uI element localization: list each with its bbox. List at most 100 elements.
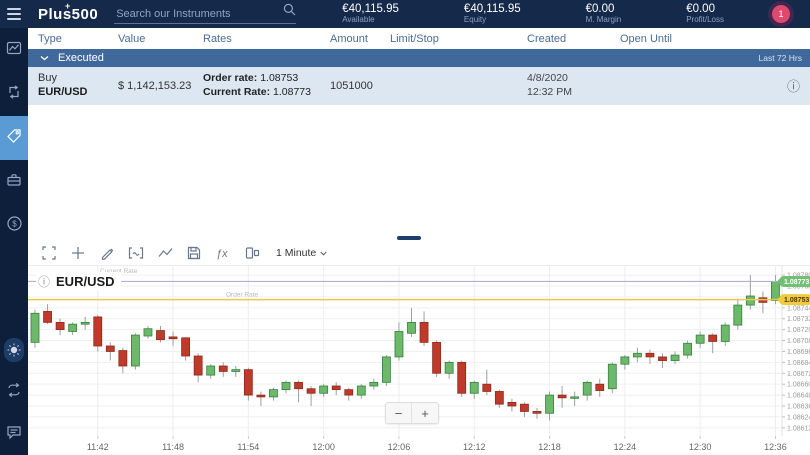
notification-badge[interactable]: 1 [772,5,790,23]
interval-dropdown[interactable]: 1 Minute [276,247,327,259]
fx-icon[interactable]: ƒx [214,244,232,262]
candle-body [256,394,266,398]
sidebar-item-trade[interactable] [0,28,28,72]
y-axis-label: 1.08732 [787,316,810,323]
order-value-cell: $ 1,142,153.23 [118,79,192,92]
chart-type-icon[interactable] [127,244,145,262]
order-row[interactable]: Buy EUR/USD $ 1,142,153.23 Order rate: 1… [28,67,810,105]
group-range-label: Last 72 Hrs [758,53,802,63]
candle-body [331,385,341,391]
compare-icon[interactable] [243,244,261,262]
x-axis-label: 12:12 [463,442,486,452]
chart-symbol-title: ⓘ EUR/USD [36,272,121,291]
x-axis-label: 11:54 [237,442,259,452]
search-input[interactable] [114,6,297,24]
candle-body [582,381,592,396]
zoom-in-button[interactable]: + [412,403,438,423]
y-axis-label: 1.08612 [787,425,810,432]
sidebar-item-theme[interactable] [0,329,28,371]
order-price-badge [777,294,782,306]
topbar: Plus500 + €40,115.95 Available €40,115.9… [0,0,810,28]
x-axis-label: 12:30 [689,442,712,452]
candle-body [181,337,191,357]
search-icon [283,3,296,21]
candle-body [294,381,303,390]
y-axis-label: 1.08720 [787,327,810,334]
current-rate-label: Current Rate [100,268,138,275]
account-stats: €40,115.95 Available €40,115.95 Equity €… [296,3,772,25]
save-icon[interactable] [185,244,203,262]
candle-body [93,316,103,347]
candle-body [771,281,780,301]
y-axis-label: 1.08636 [787,404,810,411]
x-axis-label: 12:24 [614,442,637,452]
candle-body [545,394,554,414]
candle-body [720,324,730,342]
sidebar-item-portfolio[interactable] [0,160,28,204]
candle-body [494,391,504,405]
candle-body [419,321,429,343]
info-icon[interactable]: ⓘ [38,275,51,289]
chat-icon [6,424,22,445]
sun-icon [4,338,24,362]
crosshair-icon[interactable] [69,244,87,262]
instrument-search [114,3,297,24]
candle-body [520,403,529,412]
svg-text:ƒx: ƒx [216,248,228,260]
candle-body [369,381,379,387]
expand-icon[interactable] [40,244,58,262]
executed-group-bar[interactable]: Executed Last 72 Hrs [28,49,810,67]
x-axis-label: 11:48 [162,442,184,452]
price-chart[interactable]: ⓘ EUR/USD 1.087801.087681.087561.087441.… [28,266,810,455]
candle-body [670,354,680,361]
current-price-badge-value: 1.08773 [784,279,809,286]
orders-panel: Type Value Rates Amount Limit/Stop Creat… [28,28,810,105]
group-label: Executed [58,52,104,64]
col-limit-stop: Limit/Stop [390,32,439,45]
order-rate-label: Order Rate [226,292,259,299]
candle-body [507,401,517,407]
info-icon[interactable]: ⓘ [786,79,800,95]
menu-icon[interactable] [0,0,28,28]
y-axis-label: 1.08684 [787,360,810,367]
col-rates: Rates [203,32,232,45]
sidebar-item-switch[interactable] [0,371,28,413]
pencil-icon[interactable] [98,244,116,262]
sidebar: $ [0,28,28,455]
order-created-cell: 4/8/2020 12:32 PM [527,72,572,98]
candle-body [407,321,416,334]
sidebar-item-funds[interactable]: $ [0,204,28,248]
y-axis-label: 1.08696 [787,349,810,356]
candle-body [695,334,705,344]
chevron-down-icon [40,52,49,64]
logo-plus-mark: + [65,0,71,11]
sidebar-item-positions[interactable] [0,72,28,116]
candle-body [30,312,40,343]
orders-table-header: Type Value Rates Amount Limit/Stop Creat… [28,28,810,49]
x-axis-label: 11:42 [87,442,109,452]
indicator-line-icon[interactable] [156,244,174,262]
y-axis-label: 1.08744 [787,305,810,312]
candle-body [381,356,391,383]
candle-body [432,341,442,374]
sidebar-item-orders[interactable] [0,116,28,160]
candle-body [118,350,128,367]
candlestick-chart[interactable]: 1.087801.087681.087561.087441.087321.087… [28,266,810,455]
chart-zoom-control: − + [385,402,439,424]
order-rates-cell: Order rate: 1.08753 Current Rate: 1.0877… [203,72,311,98]
chevron-down-icon [320,247,327,259]
panel-resize-handle[interactable] [397,236,421,240]
y-axis-label: 1.08648 [787,393,810,400]
stat-available: €40,115.95 Available [342,2,399,25]
candle-body [482,383,492,392]
y-axis-label: 1.08768 [787,284,810,291]
order-price-badge [782,294,810,306]
candle-body [557,394,567,399]
chart-toolbar: ƒx 1 Minute [28,240,810,266]
sidebar-item-chat[interactable] [0,413,28,455]
col-type: Type [38,32,62,45]
plus500-logo: Plus500 + [38,0,99,23]
candle-body [658,356,667,361]
current-price-badge [777,275,782,287]
zoom-out-button[interactable]: − [386,403,412,423]
